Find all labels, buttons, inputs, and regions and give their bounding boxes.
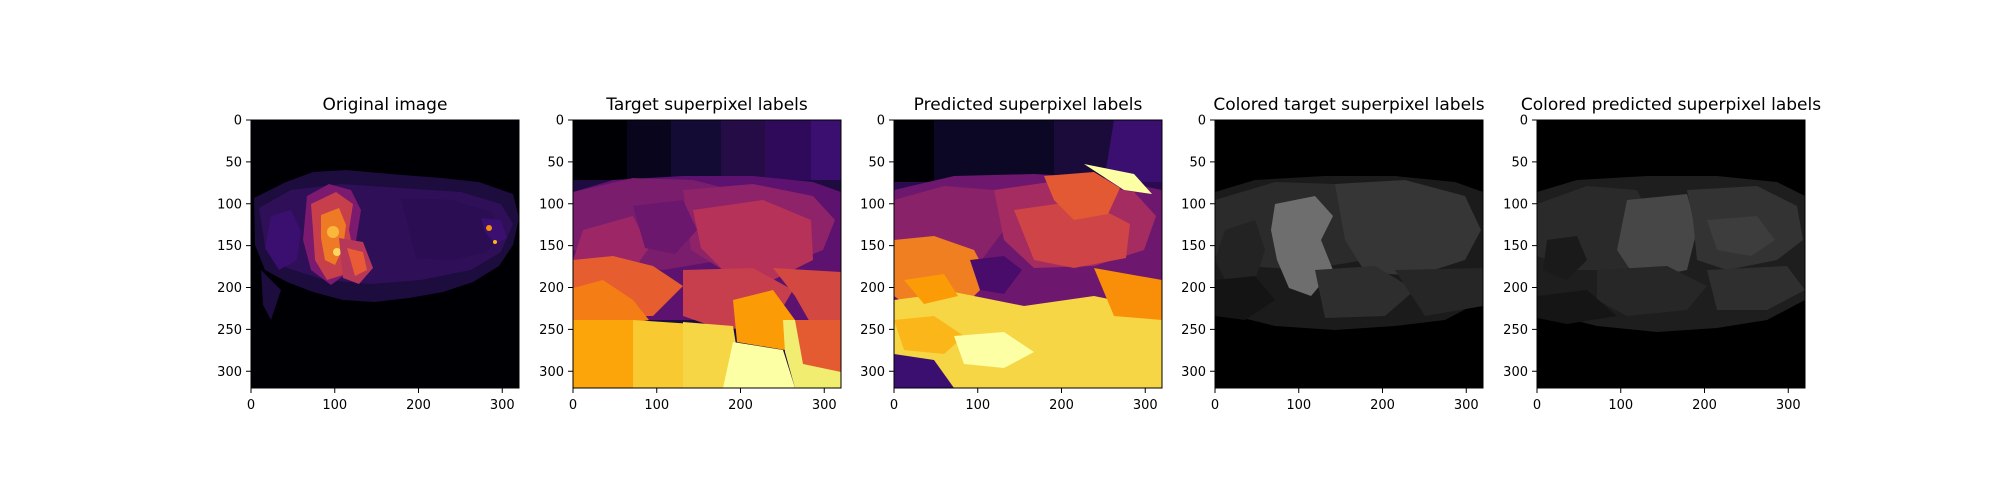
y-tick-label: 300 — [539, 365, 564, 380]
panel-axes: 0 100 200 300 0 50 100 150 200 250 300 — [860, 114, 1157, 414]
x-tick-label: 100 — [644, 398, 669, 413]
x-tick-label: 200 — [1370, 398, 1395, 413]
x-tick-label: 200 — [728, 398, 753, 413]
y-tick-label: 150 — [539, 239, 564, 254]
image-area — [251, 120, 519, 388]
panel-title: Target superpixel labels — [605, 95, 808, 115]
y-tick-label: 150 — [1503, 239, 1528, 254]
x-tick-label: 100 — [322, 398, 347, 413]
y-tick-label: 50 — [225, 155, 242, 170]
image-area — [1537, 120, 1805, 388]
panel-axes: 0 100 200 300 0 50 100 150 200 250 300 — [217, 114, 514, 414]
y-tick-label: 200 — [217, 281, 242, 296]
x-tick-label: 0 — [1533, 398, 1541, 413]
y-tick-label: 0 — [234, 114, 242, 129]
x-tick-label: 200 — [1049, 398, 1074, 413]
panel-colored-predicted-superpixel-labels: Colored predicted superpixel labels — [1521, 95, 1821, 389]
y-tick-label: 200 — [860, 281, 885, 296]
x-tick-label: 100 — [965, 398, 990, 413]
y-tick-label: 200 — [539, 281, 564, 296]
y-tick-label: 250 — [217, 323, 242, 338]
y-tick-label: 150 — [217, 239, 242, 254]
axis-ticks-layer: 0 100 200 300 0 50 100 150 200 250 300 0 100 200 300 0 5… — [217, 114, 1800, 414]
y-tick-label: 100 — [1503, 197, 1528, 212]
y-tick-label: 300 — [1503, 365, 1528, 380]
y-tick-label: 300 — [1181, 365, 1206, 380]
axes-frame — [893, 119, 1163, 389]
y-tick-label: 250 — [1181, 323, 1206, 338]
y-tick-label: 200 — [1503, 281, 1528, 296]
x-tick-label: 200 — [406, 398, 431, 413]
x-tick-label: 100 — [1286, 398, 1311, 413]
panel-title: Colored predicted superpixel labels — [1521, 95, 1821, 115]
y-tick-label: 50 — [868, 155, 885, 170]
y-tick-label: 50 — [1189, 155, 1206, 170]
y-tick-label: 50 — [547, 155, 564, 170]
x-tick-label: 300 — [812, 398, 837, 413]
panel-title: Original image — [323, 95, 448, 115]
y-tick-label: 300 — [860, 365, 885, 380]
panel-axes: 0 100 200 300 0 50 100 150 200 250 300 — [539, 114, 836, 414]
y-tick-label: 250 — [860, 323, 885, 338]
x-tick-label: 0 — [1211, 398, 1219, 413]
y-tick-label: 100 — [539, 197, 564, 212]
y-tick-label: 50 — [1511, 155, 1528, 170]
image-area — [894, 120, 1162, 388]
axes-frame — [1214, 119, 1484, 389]
panel-original-image: Original image — [250, 95, 520, 389]
image-area — [573, 120, 841, 388]
axes-frame — [250, 119, 520, 389]
panel-target-superpixel-labels: Target superpixel labels — [572, 95, 842, 389]
x-tick-label: 0 — [247, 398, 255, 413]
y-tick-label: 150 — [860, 239, 885, 254]
x-tick-label: 300 — [490, 398, 515, 413]
y-tick-label: 300 — [217, 365, 242, 380]
y-tick-label: 250 — [1503, 323, 1528, 338]
x-tick-label: 300 — [1454, 398, 1479, 413]
panel-axes: 0 100 200 300 0 50 100 150 200 250 300 — [1503, 114, 1800, 414]
y-tick-label: 150 — [1181, 239, 1206, 254]
x-tick-label: 0 — [890, 398, 898, 413]
y-tick-label: 250 — [539, 323, 564, 338]
panel-predicted-superpixel-labels: Predicted superpixel labels — [893, 95, 1163, 389]
y-tick-label: 0 — [1520, 114, 1528, 129]
x-tick-label: 300 — [1776, 398, 1801, 413]
y-tick-label: 100 — [1181, 197, 1206, 212]
image-area — [1215, 120, 1483, 388]
x-tick-label: 0 — [569, 398, 577, 413]
x-tick-label: 300 — [1133, 398, 1158, 413]
y-tick-label: 0 — [1198, 114, 1206, 129]
y-tick-label: 0 — [556, 114, 564, 129]
panel-title: Predicted superpixel labels — [914, 95, 1143, 115]
panel-axes: 0 100 200 300 0 50 100 150 200 250 300 — [1181, 114, 1478, 414]
y-tick-label: 0 — [877, 114, 885, 129]
y-tick-label: 100 — [860, 197, 885, 212]
axes-frame — [1536, 119, 1806, 389]
axes-frame — [572, 119, 842, 389]
panel-title: Colored target superpixel labels — [1213, 95, 1484, 115]
y-tick-label: 100 — [217, 197, 242, 212]
panel-colored-target-superpixel-labels: Colored target superpixel labels — [1213, 95, 1485, 389]
y-tick-label: 200 — [1181, 281, 1206, 296]
x-tick-label: 200 — [1692, 398, 1717, 413]
x-tick-label: 100 — [1608, 398, 1633, 413]
